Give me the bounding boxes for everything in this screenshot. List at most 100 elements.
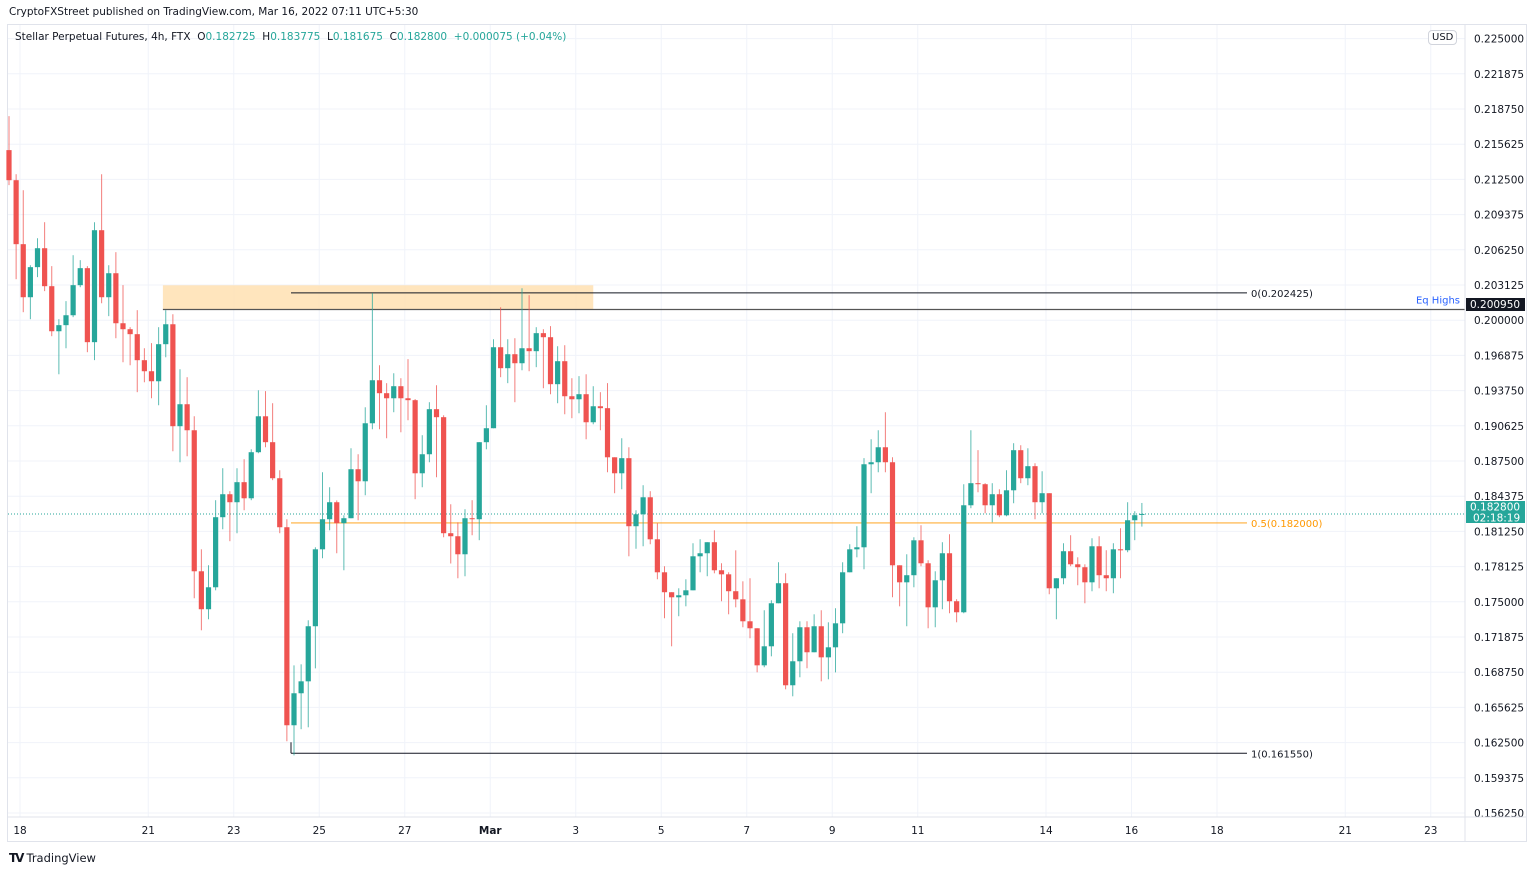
candle[interactable] (811, 614, 817, 653)
candle[interactable] (747, 578, 753, 639)
candle[interactable] (205, 565, 212, 620)
candle[interactable] (63, 301, 69, 349)
currency-button[interactable]: USD (1428, 30, 1458, 45)
candle[interactable] (91, 222, 98, 361)
candle[interactable] (1139, 502, 1145, 527)
candle[interactable] (163, 310, 169, 358)
candle[interactable] (227, 491, 233, 542)
candle[interactable] (291, 665, 297, 756)
candle[interactable] (455, 522, 461, 579)
candle[interactable] (1003, 470, 1010, 517)
candle[interactable] (327, 487, 333, 531)
candle[interactable] (441, 415, 447, 538)
candle[interactable] (49, 266, 55, 337)
candle[interactable] (1018, 445, 1024, 484)
candle[interactable] (932, 571, 938, 628)
candle[interactable] (526, 295, 532, 372)
candle[interactable] (946, 534, 953, 614)
candle[interactable] (305, 620, 311, 728)
candle[interactable] (1103, 550, 1109, 592)
candle[interactable] (861, 458, 867, 570)
candle[interactable] (604, 383, 611, 473)
candle[interactable] (170, 314, 176, 452)
candle[interactable] (790, 633, 796, 697)
candle[interactable] (262, 391, 269, 448)
candle[interactable] (825, 622, 831, 680)
candle[interactable] (498, 307, 504, 378)
candle[interactable] (612, 457, 618, 494)
candle[interactable] (34, 238, 41, 278)
candle[interactable] (1075, 557, 1081, 586)
candle[interactable] (127, 327, 133, 366)
candle[interactable] (519, 288, 525, 371)
candle[interactable] (576, 376, 582, 414)
candle[interactable] (996, 489, 1002, 518)
candle[interactable] (1117, 528, 1124, 579)
candle[interactable] (989, 483, 995, 523)
candle[interactable] (20, 190, 26, 313)
candle[interactable] (961, 484, 967, 614)
candle[interactable] (1053, 578, 1059, 620)
candle[interactable] (220, 468, 226, 530)
candle[interactable] (6, 116, 12, 186)
candle[interactable] (583, 374, 589, 440)
candle[interactable] (540, 329, 546, 389)
candle[interactable] (177, 369, 183, 463)
candle[interactable] (198, 549, 204, 631)
candle[interactable] (298, 664, 304, 730)
candle[interactable] (726, 572, 732, 615)
candle[interactable] (433, 385, 440, 478)
candle[interactable] (490, 339, 497, 429)
candle[interactable] (134, 310, 140, 393)
candle[interactable] (56, 319, 62, 375)
candle[interactable] (768, 600, 774, 657)
candle[interactable] (547, 326, 554, 395)
candle[interactable] (405, 359, 411, 421)
candle[interactable] (369, 293, 375, 430)
candle[interactable] (448, 504, 454, 564)
candle[interactable] (27, 265, 33, 320)
candle[interactable] (391, 373, 397, 413)
candle[interactable] (476, 442, 482, 541)
candle[interactable] (718, 563, 725, 602)
candle[interactable] (284, 519, 290, 742)
candle[interactable] (754, 628, 760, 673)
candle[interactable] (1125, 502, 1131, 553)
candle[interactable] (640, 485, 646, 547)
candle[interactable] (13, 174, 19, 280)
candle[interactable] (319, 472, 326, 559)
candle[interactable] (775, 562, 782, 604)
candle[interactable] (533, 327, 539, 368)
candle[interactable] (733, 550, 739, 608)
candle[interactable] (783, 573, 789, 690)
candle[interactable] (113, 252, 119, 339)
candle[interactable] (483, 405, 489, 450)
candle[interactable] (334, 500, 340, 554)
candle[interactable] (362, 407, 368, 496)
candle[interactable] (42, 222, 48, 292)
candle[interactable] (597, 392, 603, 431)
candle[interactable] (419, 435, 425, 488)
candle[interactable] (818, 610, 824, 682)
candle[interactable] (1096, 536, 1102, 589)
candle[interactable] (854, 526, 860, 558)
candle[interactable] (77, 260, 83, 288)
candle[interactable] (462, 509, 468, 577)
candle[interactable] (875, 430, 881, 473)
candle[interactable] (312, 547, 318, 669)
candle[interactable] (1089, 538, 1095, 592)
candle[interactable] (1068, 535, 1074, 567)
candle[interactable] (840, 562, 846, 634)
candle[interactable] (761, 610, 767, 668)
candle[interactable] (633, 510, 639, 549)
candle[interactable] (248, 449, 254, 501)
candle[interactable] (975, 450, 981, 493)
candle[interactable] (555, 346, 561, 404)
candle[interactable] (954, 599, 960, 623)
candle[interactable] (255, 390, 261, 454)
candle[interactable] (348, 448, 354, 519)
candle[interactable] (1132, 511, 1138, 541)
candle[interactable] (234, 468, 240, 534)
candle[interactable] (1011, 443, 1017, 504)
